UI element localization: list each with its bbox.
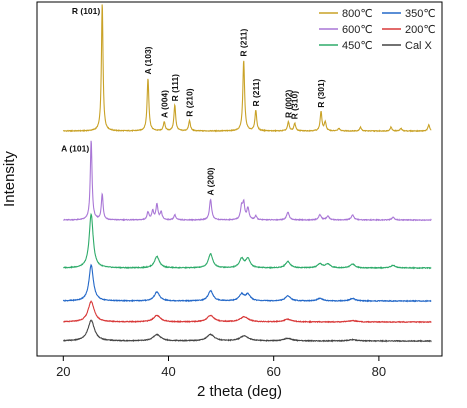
peak-label-2: A (004) [159, 90, 169, 118]
peak-label-0: R (101) [72, 6, 101, 16]
peak-label-11: A (200) [206, 167, 216, 195]
x-tick-label-40: 40 [161, 364, 175, 379]
legend: 800℃ 350℃ 600℃ 200℃ 450℃ Cal X [319, 8, 436, 52]
peak-label-4: R (210) [185, 88, 195, 117]
plot-lines [62, 4, 432, 343]
x-tick-label-80: 80 [372, 364, 386, 379]
peak-label-6: R (211) [251, 78, 261, 106]
legend-label: 600℃ [342, 24, 373, 36]
peak-label-8: R (310) [290, 91, 300, 120]
legend-label: 350℃ [405, 8, 436, 20]
peak-label-10: A (101) [61, 144, 89, 154]
series-line-2 [63, 212, 432, 270]
peak-label-5: R (211) [239, 29, 249, 57]
peak-label-3: R (111) [170, 74, 180, 102]
series-line-1 [63, 140, 432, 222]
x-tick-label-20: 20 [56, 364, 70, 379]
series-line-4 [63, 300, 432, 324]
peak-label-9: R (301) [316, 79, 326, 108]
legend-label: 450℃ [342, 40, 373, 52]
legend-label: 200℃ [405, 24, 436, 36]
series-line-5 [63, 319, 432, 343]
series-line-3 [62, 263, 432, 303]
axes: 20 40 60 80 [36, 1, 443, 379]
plot-frame [36, 1, 443, 357]
series-line-0 [62, 4, 432, 133]
peak-label-1: A (103) [143, 46, 153, 74]
peak-label-7: R (002) [283, 90, 293, 119]
x-tick-label-60: 60 [266, 364, 280, 379]
y-axis-title: Intensity [1, 151, 18, 207]
legend-label: Cal X [405, 40, 433, 52]
legend-label: 800℃ [342, 8, 373, 20]
x-axis-title: 2 theta (deg) [197, 383, 282, 400]
peak-annotations: R (101) A (103) A (004)R (111) R (210) R (21… [61, 6, 326, 196]
x-axis-ticks: 20 40 60 80 [56, 356, 386, 379]
